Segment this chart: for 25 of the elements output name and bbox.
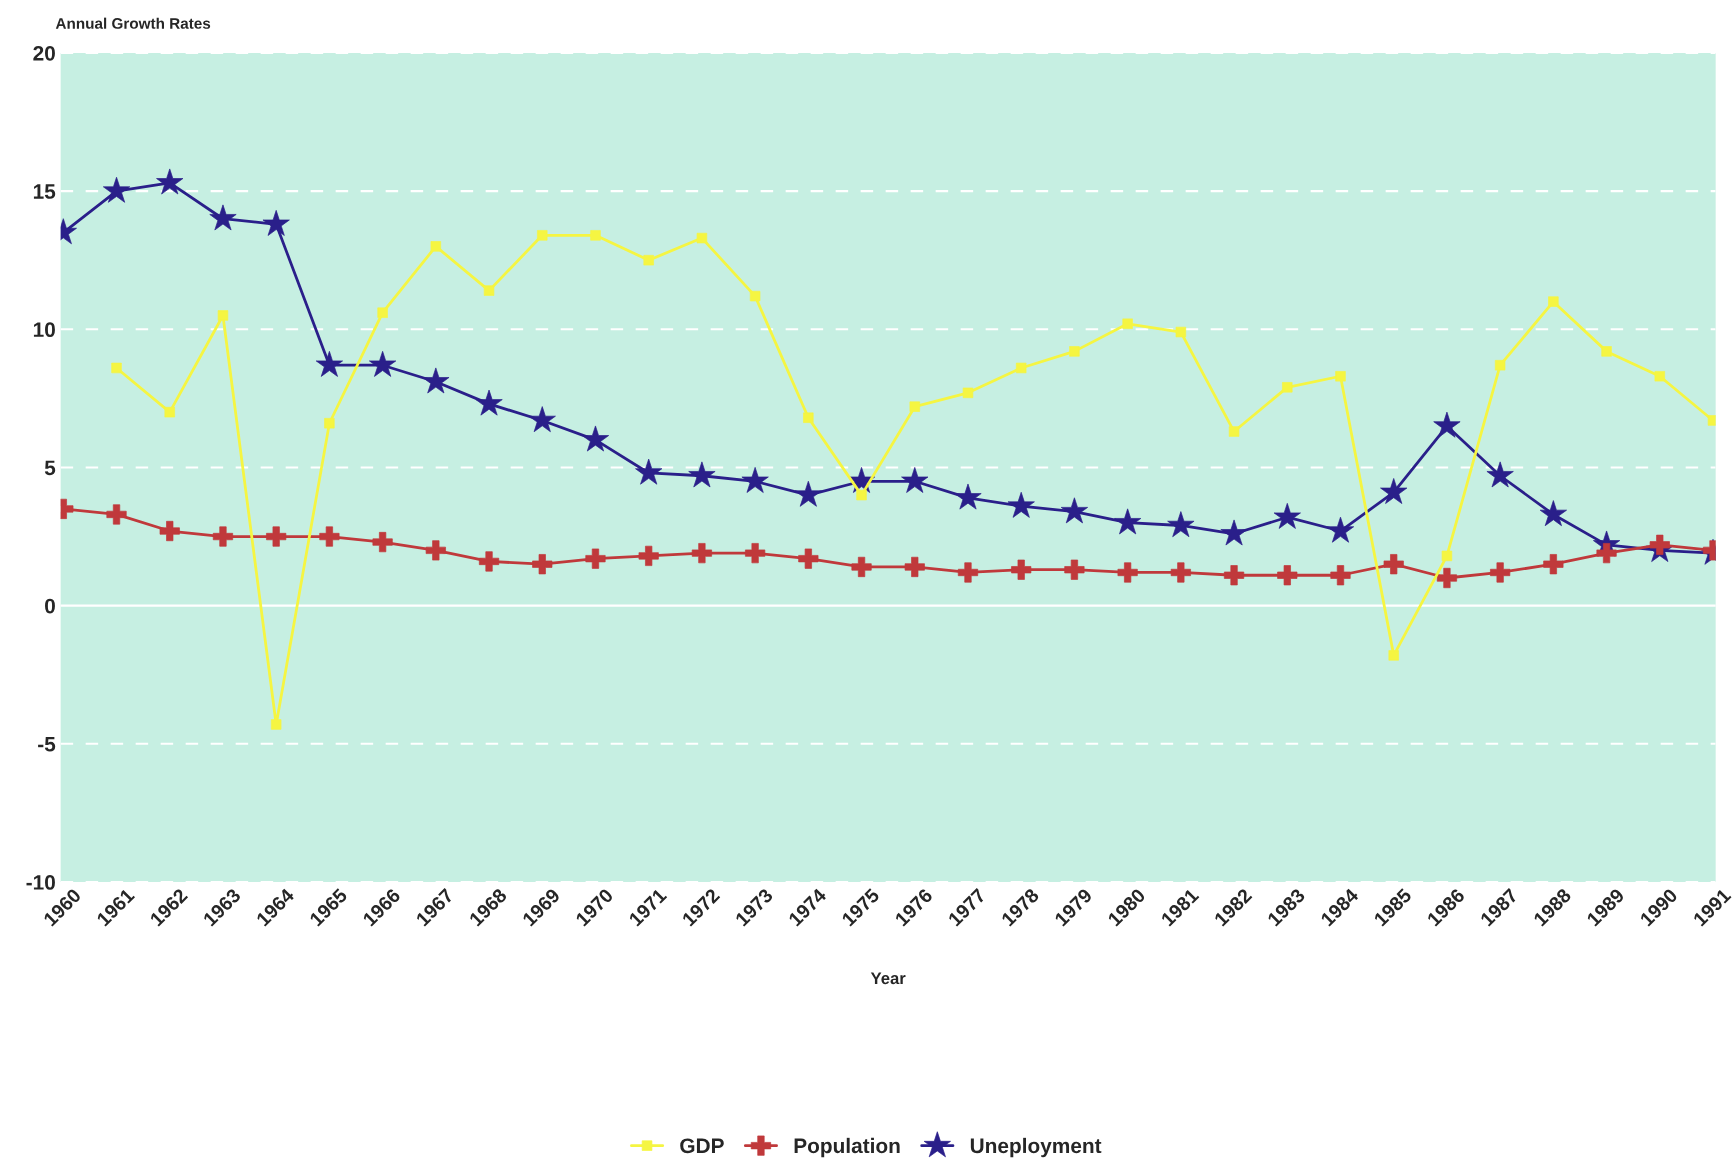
- point: [798, 548, 819, 569]
- legend-label: Uneployment: [970, 1137, 1102, 1158]
- legend-label: GDP: [680, 1138, 724, 1154]
- legend-label: Population: [794, 1137, 900, 1158]
- y-tick-label: 20: [33, 45, 55, 61]
- point: [106, 504, 127, 525]
- y-tick-label: 5: [44, 460, 56, 476]
- point: [1654, 371, 1665, 382]
- point: [1175, 326, 1187, 338]
- point: [585, 548, 606, 569]
- point: [1064, 559, 1085, 580]
- point: [749, 290, 761, 302]
- point: [164, 406, 175, 418]
- point: [643, 254, 654, 266]
- y-tick-label: -10: [26, 875, 55, 890]
- point: [803, 412, 814, 423]
- y-tick-label: 0: [45, 598, 55, 614]
- y-tick-label: -5: [38, 737, 56, 752]
- x-axis-title: Year: [870, 972, 906, 985]
- y-tick-label: 10: [33, 322, 55, 338]
- y-tick-label: 15: [33, 184, 56, 199]
- point: [696, 232, 708, 244]
- point: [909, 401, 920, 412]
- point: [1282, 382, 1293, 393]
- chart-title: Annual Growth Rates: [55, 17, 211, 29]
